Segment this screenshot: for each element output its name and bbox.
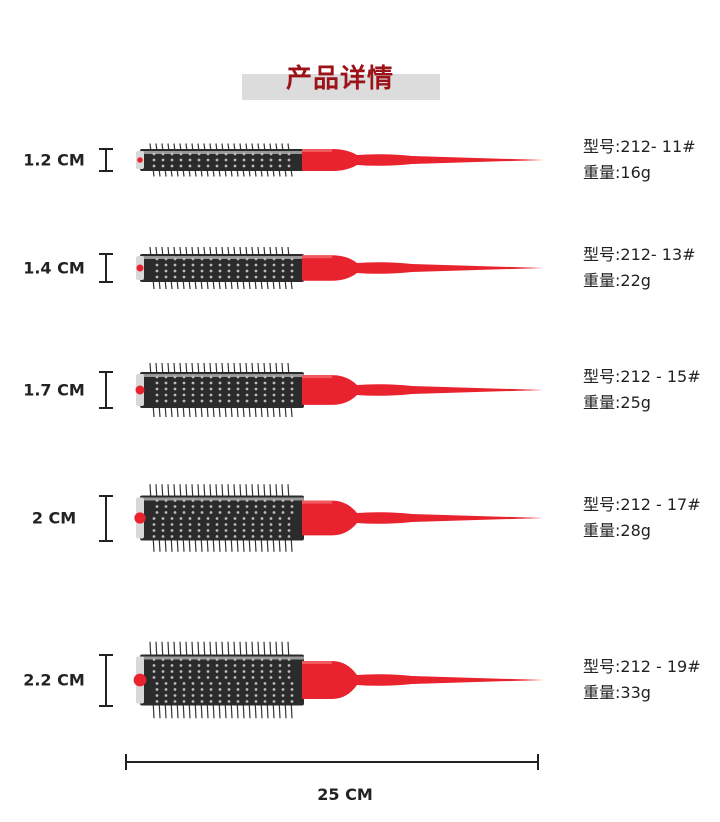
brush-handle (302, 375, 544, 405)
size-label: 1.4 CM (23, 258, 85, 278)
diameter-bracket-icon (99, 494, 113, 542)
model-number: 型号:212 - 17# (583, 495, 701, 514)
size-label: 2.2 CM (23, 670, 85, 690)
product-spec: 型号:212 - 15# 重量:25g (583, 364, 701, 416)
hair-brush-image (136, 246, 544, 290)
brush-barrel (140, 254, 304, 282)
size-label: 2 CM (31, 508, 77, 528)
model-number: 型号:212 - 19# (583, 657, 701, 676)
hair-brush-image (136, 143, 544, 177)
diameter-bracket-icon (99, 371, 113, 409)
weight: 重量:33g (583, 683, 651, 702)
hair-brush-image (133, 641, 544, 719)
hair-brush-image (135, 362, 544, 418)
brush-barrel (140, 372, 304, 408)
page-title: 产品详情 (285, 64, 394, 94)
model-number: 型号:212- 11# (583, 137, 696, 156)
ruler-end-left (125, 754, 127, 770)
brush-handle (302, 148, 544, 172)
size-label: 1.7 CM (23, 380, 85, 400)
product-spec: 型号:212 - 19# 重量:33g (583, 654, 701, 706)
brush-handle (302, 500, 544, 536)
diameter-bracket-icon (99, 253, 113, 283)
product-spec: 型号:212- 11# 重量:16g (583, 134, 696, 186)
weight: 重量:16g (583, 163, 651, 182)
product-spec: 型号:212 - 17# 重量:28g (583, 492, 701, 544)
weight: 重量:22g (583, 271, 651, 290)
title-background (242, 74, 440, 100)
brush-handle (302, 660, 544, 700)
ruler-end-right (537, 754, 539, 770)
brush-barrel (140, 654, 304, 706)
model-number: 型号:212- 13# (583, 245, 696, 264)
brush-handle (302, 255, 544, 281)
diameter-bracket-icon (99, 148, 113, 172)
length-label: 25 CM (317, 785, 373, 804)
model-number: 型号:212 - 15# (583, 367, 701, 386)
product-spec: 型号:212- 13# 重量:22g (583, 242, 696, 294)
ruler-line (125, 761, 539, 763)
weight: 重量:25g (583, 393, 651, 412)
size-label: 1.2 CM (23, 150, 85, 170)
hair-brush-image (134, 484, 544, 552)
diameter-bracket-icon (99, 653, 113, 707)
length-ruler (125, 754, 539, 770)
weight: 重量:28g (583, 521, 651, 540)
